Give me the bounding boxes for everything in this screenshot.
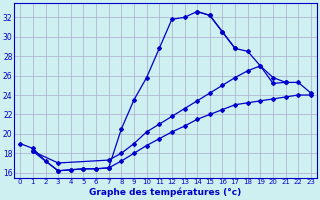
X-axis label: Graphe des températures (°c): Graphe des températures (°c) xyxy=(90,188,242,197)
